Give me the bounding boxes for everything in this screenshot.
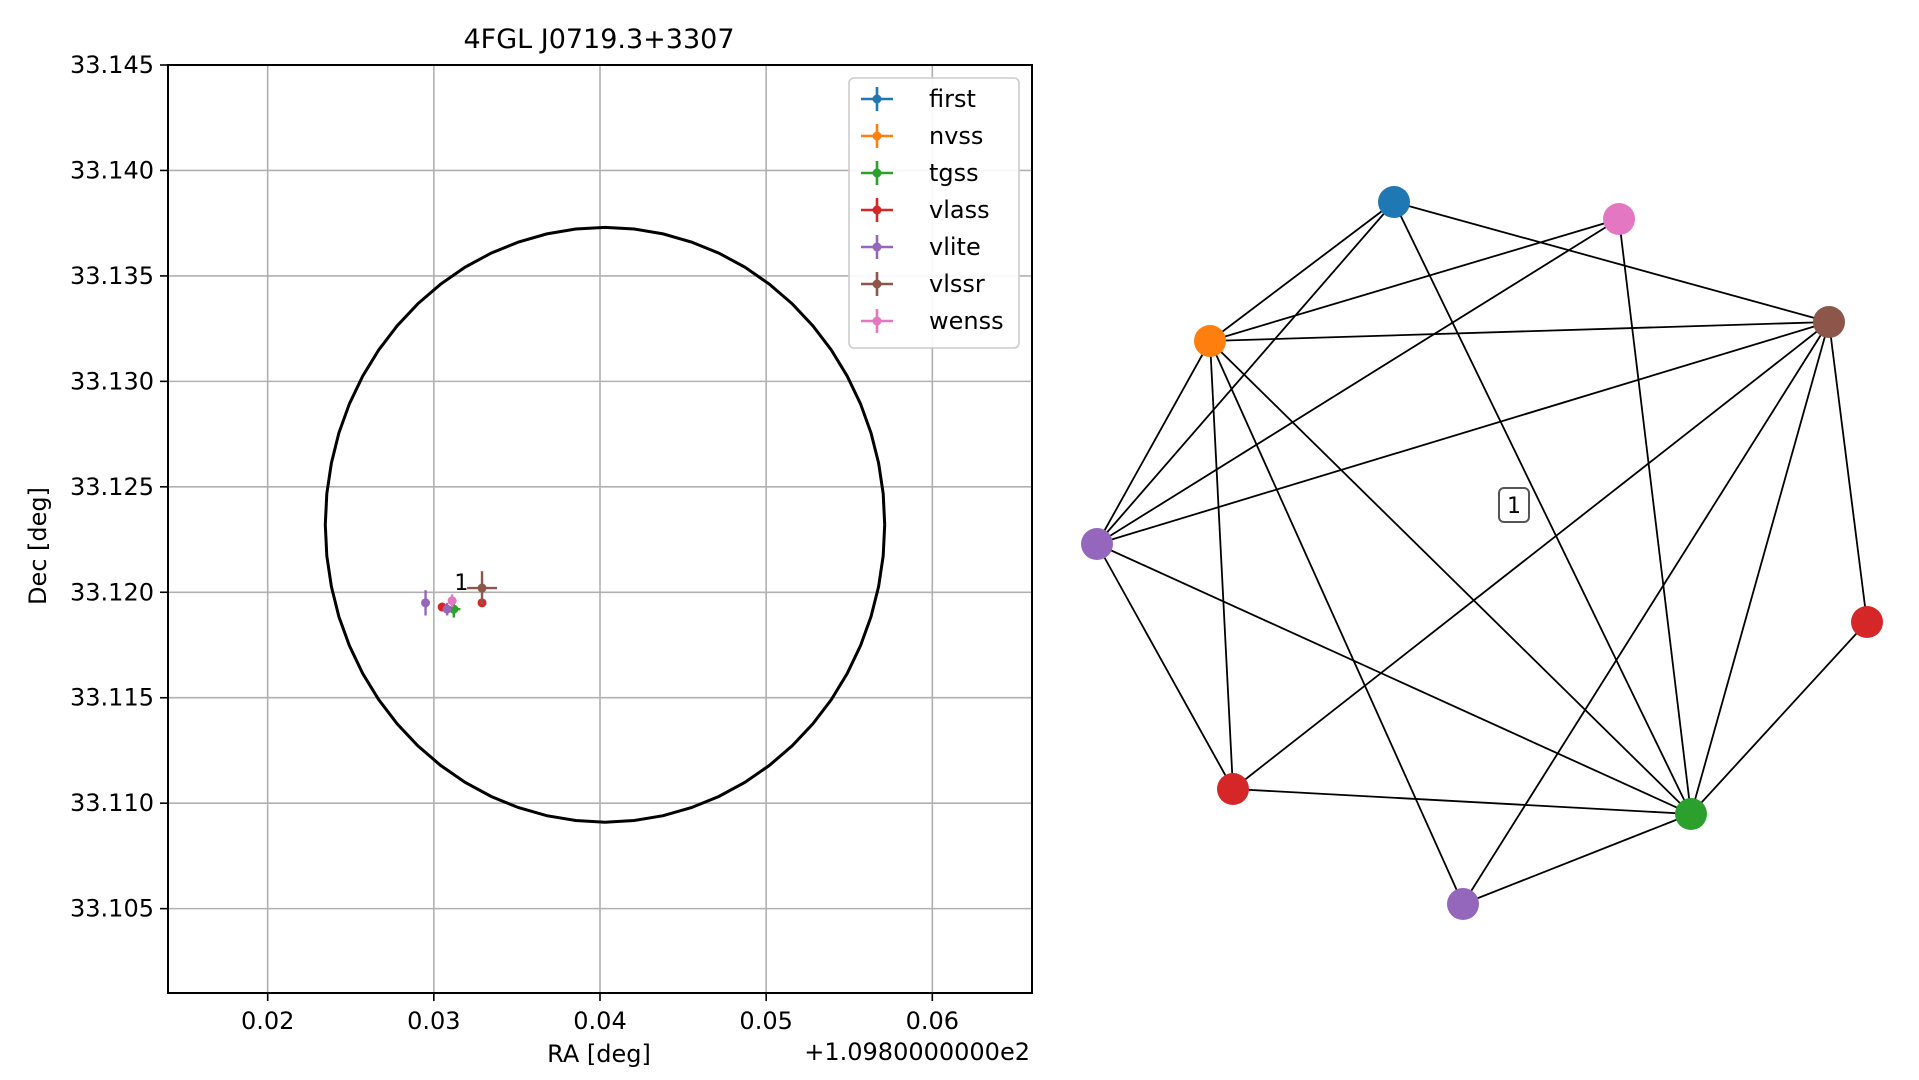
node-vlass_a bbox=[1851, 606, 1883, 638]
data-point-vlite bbox=[442, 602, 452, 616]
y-tick-label: 33.140 bbox=[70, 156, 154, 184]
edge-nvss-vlite_a bbox=[1096, 340, 1211, 545]
edge-nvss-vlssr bbox=[1209, 321, 1830, 342]
node-first bbox=[1378, 186, 1410, 218]
x-tick-label: 0.05 bbox=[739, 1007, 792, 1035]
edge-vlite_b-vlssr bbox=[1462, 321, 1830, 905]
legend-box bbox=[848, 77, 1020, 349]
edge-first-vlssr bbox=[1393, 201, 1830, 323]
scatter-circle-layer bbox=[323, 225, 887, 824]
y-axis-label: Dec [deg] bbox=[24, 487, 52, 605]
scatter-axes bbox=[160, 64, 1033, 1001]
edge-tgss-vlite_b bbox=[1462, 813, 1692, 905]
x-tick-label: 0.04 bbox=[573, 1007, 626, 1035]
node-tgss bbox=[1675, 798, 1707, 830]
legend-entry-vlssr: vlssr bbox=[861, 270, 985, 298]
data-point-vlssr bbox=[467, 571, 497, 605]
legend-label: nvss bbox=[929, 122, 983, 150]
legend-entry-tgss: tgss bbox=[861, 159, 979, 187]
y-tick-label: 33.115 bbox=[70, 684, 154, 712]
scatter-panel: 4FGL J0719.3+3307 0.02 0.03 0.04 0.05 0.06 3… bbox=[24, 24, 1033, 1068]
x-tick-label: 0.03 bbox=[407, 1007, 460, 1035]
legend-entry-vlass: vlass bbox=[861, 196, 990, 224]
legend-label: vlass bbox=[929, 196, 990, 224]
network-label: 1 bbox=[1507, 494, 1521, 519]
legend-label: tgss bbox=[929, 159, 979, 187]
y-tick-label: 33.110 bbox=[70, 789, 154, 817]
y-tick-label: 33.120 bbox=[70, 578, 154, 606]
x-offset-label: +1.0980000000e2 bbox=[804, 1038, 1030, 1066]
network-nodes bbox=[1081, 186, 1883, 920]
network-edges bbox=[1096, 201, 1868, 905]
node-vlass_b bbox=[1217, 773, 1249, 805]
edge-nvss-vlass_b bbox=[1209, 340, 1234, 790]
legend-entry-nvss: nvss bbox=[861, 122, 983, 150]
node-vlite_a bbox=[1081, 528, 1113, 560]
edge-wenss-nvss bbox=[1209, 218, 1620, 342]
edge-first-tgss bbox=[1393, 201, 1692, 815]
scatter-annotation: 1 bbox=[454, 571, 468, 596]
node-vlssr bbox=[1813, 306, 1845, 338]
edge-vlass_b-tgss bbox=[1232, 788, 1692, 815]
legend-entry-vlite: vlite bbox=[861, 233, 981, 261]
legend-label: vlssr bbox=[929, 270, 985, 298]
y-tick-label: 33.125 bbox=[70, 473, 154, 501]
y-tick-label: 33.105 bbox=[70, 895, 154, 923]
edge-wenss-tgss bbox=[1618, 218, 1692, 815]
scatter-frame bbox=[167, 64, 1033, 994]
node-vlite_b bbox=[1447, 888, 1479, 920]
y-tick-labels: 33.105 33.110 33.115 33.120 33.125 33.130 33.1… bbox=[70, 51, 154, 923]
x-tick-label: 0.06 bbox=[906, 1007, 959, 1035]
network-label-box bbox=[1498, 487, 1530, 523]
edge-vlite_a-vlass_b bbox=[1096, 543, 1234, 790]
y-tick-label: 33.145 bbox=[70, 51, 154, 79]
data-point-wenss bbox=[447, 594, 457, 608]
x-tick-label: 0.02 bbox=[241, 1007, 294, 1035]
edge-vlssr-tgss bbox=[1690, 321, 1830, 815]
x-axis-label: RA [deg] bbox=[547, 1040, 651, 1068]
edge-vlssr-vlass_a bbox=[1828, 321, 1868, 623]
edge-first-nvss bbox=[1209, 201, 1395, 342]
legend-label: first bbox=[929, 85, 976, 113]
edge-wenss-vlite_a bbox=[1096, 218, 1620, 545]
network-panel: 1 bbox=[1081, 186, 1883, 920]
edge-first-vlite_a bbox=[1096, 201, 1395, 545]
legend-entry-wenss: wenss bbox=[861, 307, 1004, 335]
data-point-vlite bbox=[421, 590, 431, 616]
legend-entry-first: first bbox=[861, 85, 976, 113]
node-nvss bbox=[1194, 325, 1226, 357]
node-wenss bbox=[1603, 203, 1635, 235]
edge-vlssr-vlite_a bbox=[1096, 321, 1830, 545]
legend-label: wenss bbox=[929, 307, 1004, 335]
x-tick-labels: 0.02 0.03 0.04 0.05 0.06 bbox=[241, 1007, 959, 1035]
legend-label: vlite bbox=[929, 233, 981, 261]
edge-vlssr-vlass_b bbox=[1232, 321, 1830, 790]
scatter-title: 4FGL J0719.3+3307 bbox=[463, 24, 734, 55]
scatter-points bbox=[421, 571, 497, 618]
legend: first nvss tgss vlass vlite vlssr wenss bbox=[848, 77, 1020, 349]
edge-nvss-tgss bbox=[1209, 340, 1692, 815]
y-tick-label: 33.135 bbox=[70, 262, 154, 290]
search-circle bbox=[323, 225, 887, 824]
edge-vlite_a-tgss bbox=[1096, 543, 1692, 815]
y-tick-label: 33.130 bbox=[70, 367, 154, 395]
edge-vlass_a-tgss bbox=[1690, 621, 1868, 815]
edge-nvss-vlite_b bbox=[1209, 340, 1464, 905]
